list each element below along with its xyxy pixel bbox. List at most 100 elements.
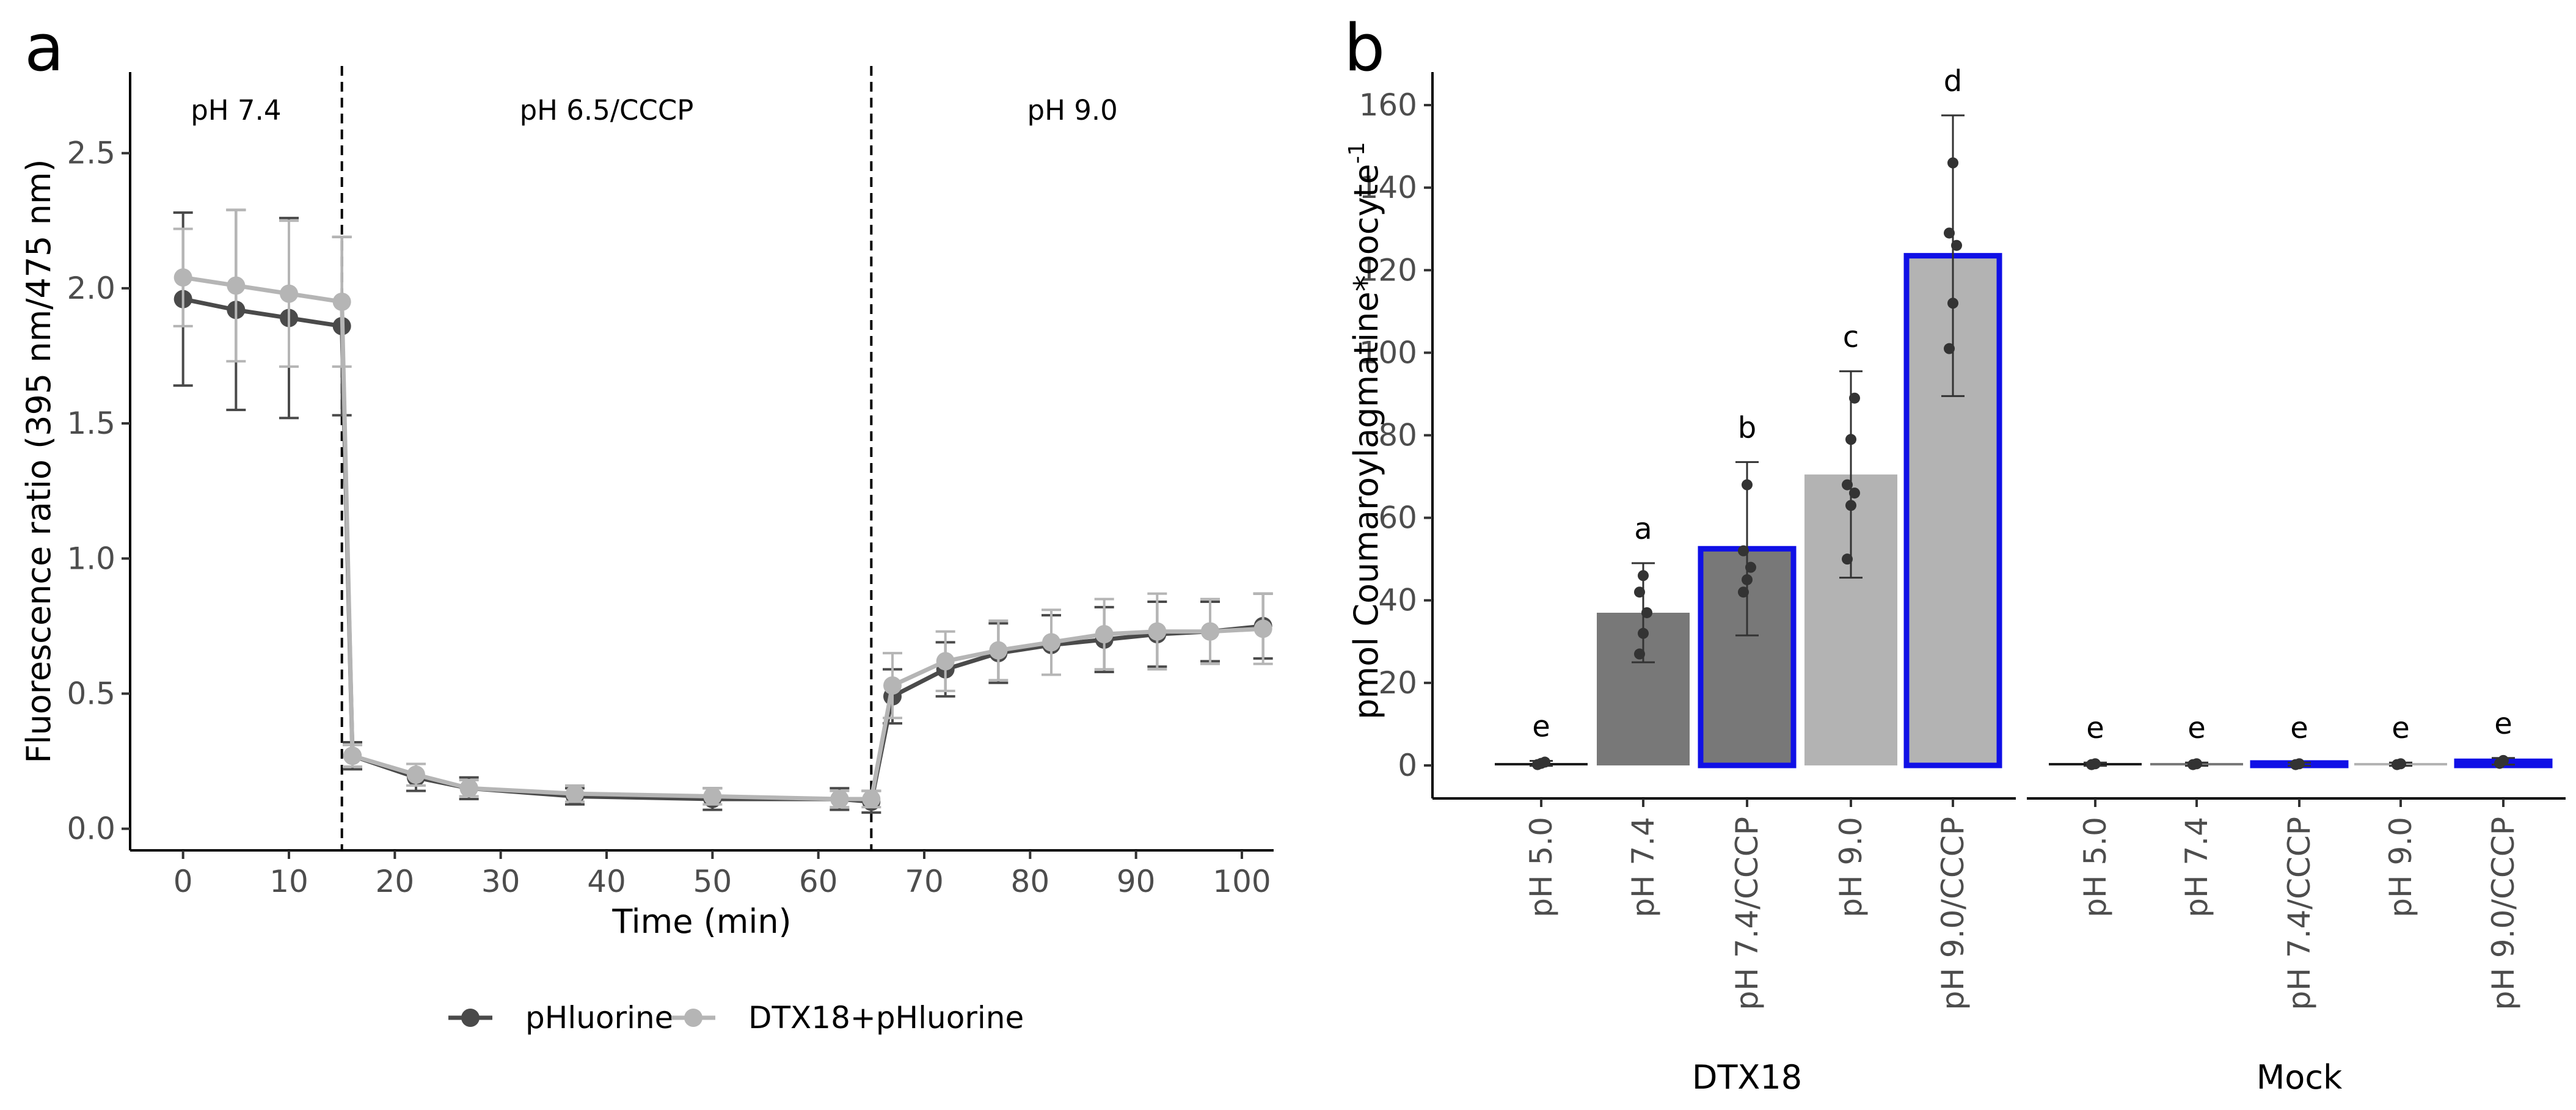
x-tick-label: pH 7.4/CCCP — [2282, 817, 2317, 1010]
y-tick-label: 0.5 — [67, 676, 115, 711]
series-dtx18-phluorine — [173, 208, 1273, 809]
panel-b-y-axis-title: pmol Coumaroylagmatine*oocyte-1 — [1345, 142, 1385, 719]
x-tick-label: 30 — [481, 864, 520, 899]
individual-point — [1742, 479, 1753, 491]
significance-letter: c — [1843, 320, 1859, 354]
individual-point — [1849, 487, 1860, 499]
individual-point — [1947, 157, 1958, 169]
individual-point — [1634, 586, 1645, 598]
x-tick-label: pH 9.0/CCCP — [1935, 817, 1971, 1010]
panel-a: a 0.0 0.5 1.0 1.5 2.0 2.5 0 10 20 30 40 50 60 70 80 90… — [20, 10, 1274, 1035]
individual-point — [1539, 756, 1550, 768]
individual-point — [1742, 574, 1753, 585]
data-point — [1095, 625, 1114, 644]
individual-point — [1947, 298, 1958, 309]
individual-point — [1842, 479, 1853, 491]
individual-point — [2294, 758, 2305, 770]
panel-a-letter: a — [24, 10, 64, 86]
y-tick-label: 160 — [1359, 87, 1417, 123]
individual-point — [1638, 627, 1649, 639]
panel-a-x-axis-title: Time (min) — [611, 902, 791, 941]
individual-point — [1845, 500, 1856, 511]
legend-label: DTX18+pHluorine — [748, 1000, 1024, 1035]
y-tick-label: 100 — [1359, 335, 1417, 370]
individual-point — [2090, 758, 2101, 770]
x-tick-label: pH 5.0 — [1523, 817, 1559, 918]
individual-point — [1944, 343, 1955, 354]
individual-point — [1634, 648, 1645, 660]
x-tick-label: 70 — [905, 864, 944, 899]
data-point — [280, 284, 298, 303]
panel-b-letter: b — [1344, 10, 1385, 86]
bar-group-dtx18: e a b c d — [1495, 64, 2002, 770]
significance-letter: a — [1634, 512, 1652, 546]
y-tick-label: 120 — [1359, 252, 1417, 288]
individual-point — [1845, 434, 1856, 445]
x-tick-label: 0 — [173, 864, 193, 899]
x-tick-label: pH 9.0 — [1833, 817, 1869, 918]
data-point — [459, 779, 478, 798]
individual-point — [2191, 758, 2202, 770]
y-tick-label: 60 — [1378, 500, 1417, 536]
y-tick-label: 0 — [1398, 748, 1417, 783]
significance-letter: e — [2494, 707, 2512, 741]
individual-point — [1745, 561, 1756, 573]
x-tick-label: 80 — [1011, 864, 1050, 899]
y-tick-label: 2.0 — [67, 271, 115, 306]
data-point — [830, 789, 849, 808]
panel-a-legend: pHluorine DTX18+pHluorine — [448, 1000, 1024, 1035]
group-label-mock: Mock — [2257, 1058, 2343, 1097]
panel-b-y-ticks: 0 20 40 60 80 100 120 140 160 — [1359, 87, 1432, 783]
significance-letter: e — [2086, 711, 2104, 745]
significance-letter: d — [1944, 64, 1962, 98]
significance-letter: e — [2187, 711, 2206, 745]
panel-b-bars: e a b c d e e e e e — [1495, 64, 2553, 770]
panel-b: b 0 20 40 60 80 100 120 140 160 e a b c d e e e e e pH 5.… — [1344, 10, 2566, 1097]
x-tick-label: 100 — [1213, 864, 1271, 899]
individual-point — [1738, 586, 1749, 598]
y-tick-label: 20 — [1378, 665, 1417, 701]
x-tick-label: pH 9.0/CCCP — [2486, 817, 2521, 1010]
legend-label: pHluorine — [525, 1000, 673, 1035]
x-tick-label: pH 7.4 — [1626, 817, 1661, 918]
individual-point — [1641, 607, 1652, 618]
individual-point — [2395, 758, 2406, 770]
panel-a-y-ticks: 0.0 0.5 1.0 1.5 2.0 2.5 — [67, 136, 130, 847]
data-point — [703, 787, 722, 806]
data-point — [566, 784, 584, 803]
panel-a-y-axis-title: Fluorescence ratio (395 nm/475 nm) — [20, 159, 58, 763]
y-tick-label: 0.0 — [67, 811, 115, 847]
data-point — [989, 641, 1008, 660]
panel-a-series — [173, 208, 1273, 814]
legend-swatch-point — [461, 1009, 480, 1027]
phase-label: pH 9.0 — [1027, 94, 1118, 126]
significance-letter: e — [2392, 711, 2410, 745]
x-tick-label: 50 — [693, 864, 732, 899]
phase-label: pH 6.5/CCCP — [520, 94, 694, 126]
data-point — [227, 276, 246, 295]
panel-b-y-axis-title-main: pmol Coumaroylagmatine*oocyte — [1347, 164, 1385, 720]
x-tick-label: 10 — [269, 864, 308, 899]
y-tick-label: 40 — [1378, 583, 1417, 618]
data-point — [883, 676, 902, 695]
significance-letter: e — [2290, 711, 2308, 745]
data-point — [407, 765, 425, 784]
panel-a-phase-labels: pH 7.4 pH 6.5/CCCP pH 9.0 — [191, 94, 1118, 126]
bar — [1698, 546, 1797, 769]
group-label-dtx18: DTX18 — [1692, 1058, 1802, 1097]
data-point — [173, 268, 192, 287]
y-tick-label: 80 — [1378, 418, 1417, 453]
legend-swatch-point — [684, 1009, 702, 1027]
x-tick-label: 90 — [1117, 864, 1156, 899]
phase-label: pH 7.4 — [191, 94, 281, 126]
significance-letter: b — [1738, 411, 1756, 445]
significance-letter: e — [1532, 710, 1550, 744]
x-tick-label: 40 — [587, 864, 626, 899]
data-point — [332, 293, 351, 312]
data-point — [1253, 619, 1272, 638]
individual-point — [1638, 570, 1649, 582]
x-tick-label: pH 7.4 — [2179, 817, 2214, 918]
data-point — [343, 747, 362, 765]
